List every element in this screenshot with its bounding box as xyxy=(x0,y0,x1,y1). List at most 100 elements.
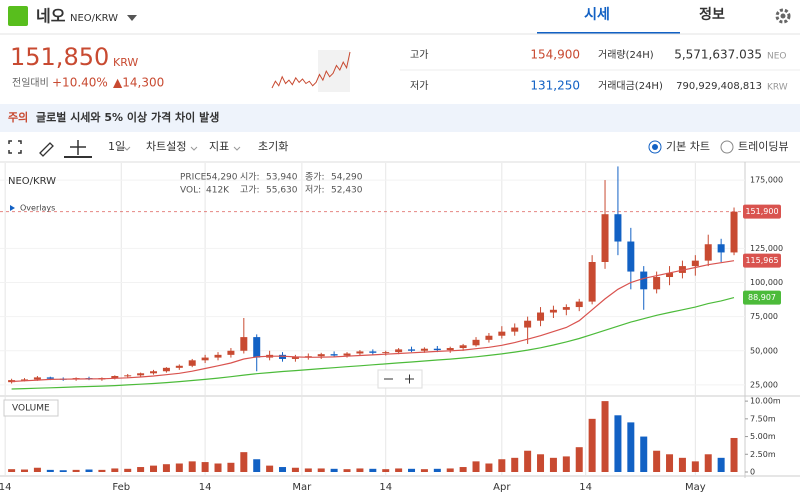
volume-bar xyxy=(124,468,132,472)
volume-label: VOLUME xyxy=(12,404,50,414)
currency: KRW xyxy=(113,56,138,69)
candle-body xyxy=(291,356,299,359)
volume-bar xyxy=(640,436,648,472)
stat-label: 고가 xyxy=(410,49,428,61)
price-tag-label: 115,965 xyxy=(745,256,778,265)
candle-body xyxy=(21,379,29,381)
price: 151,850 xyxy=(10,43,109,71)
volume-tick-label: 2.50m xyxy=(750,450,776,459)
info-value: 52,430 xyxy=(331,186,363,196)
candle-body xyxy=(150,371,158,374)
info-label: 시가: xyxy=(240,172,260,183)
stat-unit: KRW xyxy=(767,83,788,93)
notice-text: 글로벌 시세와 5% 이상 가격 차이 발생 xyxy=(36,110,219,124)
volume-tick-label: 10.00m xyxy=(750,397,781,406)
sparkline xyxy=(271,51,351,89)
candle-body xyxy=(485,335,493,340)
zoom-in[interactable] xyxy=(405,374,414,384)
candle-body xyxy=(678,266,686,273)
fullscreen-icon[interactable] xyxy=(8,140,22,154)
candle-body xyxy=(214,354,222,358)
candle-body xyxy=(227,350,235,355)
price-tag-label: 151,900 xyxy=(745,207,778,216)
chevrons xyxy=(123,146,241,151)
stat-value: 131,250 xyxy=(530,79,580,93)
tab-active[interactable]: 시세 xyxy=(584,7,610,23)
stat-label: 거래대금(24H) xyxy=(598,80,663,92)
volume-bar xyxy=(343,469,351,472)
volume-bar xyxy=(408,468,416,472)
volume-bar xyxy=(201,462,209,472)
volume-bar xyxy=(369,468,377,472)
x-tick-label: 14 xyxy=(199,482,212,493)
toolbar-item[interactable]: 지표 xyxy=(209,140,229,153)
x-tick-label: Apr xyxy=(493,482,511,493)
volume-bar xyxy=(588,418,596,472)
radio-off[interactable] xyxy=(720,140,734,154)
candle-body xyxy=(33,377,41,380)
crosshair-icon[interactable] xyxy=(70,140,86,155)
dropdown-arrow[interactable] xyxy=(127,15,137,21)
candle-body xyxy=(627,241,635,272)
volume-bar xyxy=(433,468,441,472)
price-tag xyxy=(743,204,781,219)
candle-body xyxy=(446,348,454,351)
overlays[interactable]: Overlays xyxy=(20,204,55,213)
candle-body xyxy=(317,354,325,357)
stat-value: 790,929,408,813 xyxy=(676,81,762,92)
info-value: 55,630 xyxy=(266,186,298,196)
volume-bar xyxy=(691,461,699,472)
volume-bar xyxy=(279,467,287,472)
candle-body xyxy=(46,377,54,379)
candle-body xyxy=(601,214,609,262)
volume-bar xyxy=(704,454,712,472)
change-rate: +10.40% xyxy=(52,76,108,90)
volume-bar xyxy=(266,465,274,472)
volume-bar xyxy=(214,463,222,472)
overlay-arrow[interactable] xyxy=(10,205,15,211)
volume-bar xyxy=(356,468,364,472)
chart-mode[interactable]: 기본 차트 xyxy=(666,140,710,153)
y-tick-label: 75,000 xyxy=(750,312,778,321)
candle-body xyxy=(356,351,364,354)
candle-body xyxy=(253,337,261,358)
candle-body xyxy=(162,367,170,372)
price-tag-label: 88,907 xyxy=(748,293,776,302)
volume-bar xyxy=(472,461,480,472)
info-value: 54,290 xyxy=(331,173,363,183)
radio-on[interactable] xyxy=(648,140,662,154)
candle-body xyxy=(201,357,209,361)
volume-bar xyxy=(162,464,170,472)
volume-bar xyxy=(524,450,532,472)
coin-icon xyxy=(8,6,28,26)
sparkline-line xyxy=(271,51,351,89)
volume-bar xyxy=(21,469,29,472)
candle-body xyxy=(498,331,506,336)
candle-body xyxy=(640,271,648,290)
tab[interactable]: 정보 xyxy=(699,6,725,23)
volume-bar xyxy=(537,454,545,472)
volume-bar xyxy=(717,457,725,472)
interval[interactable]: 1일 xyxy=(108,139,125,153)
chart-mode[interactable]: 트레이딩뷰 xyxy=(738,140,789,153)
candle-body xyxy=(420,348,428,351)
candle-body xyxy=(459,345,467,349)
volume-tick-label: 0 xyxy=(750,468,755,477)
y-tick-label: 50,000 xyxy=(750,346,778,355)
volume-bar xyxy=(330,468,338,472)
x-tick-label: Feb xyxy=(112,482,130,493)
info-label: 종가: xyxy=(305,172,325,183)
volume-bar xyxy=(653,450,661,472)
volume-bar xyxy=(446,468,454,472)
toolbar-item[interactable]: 초기화 xyxy=(258,140,288,153)
draw-icon[interactable] xyxy=(39,142,54,157)
y-tick-label: 25,000 xyxy=(750,380,778,389)
stat-label: 거래량(24H) xyxy=(598,49,654,61)
settings-icon[interactable] xyxy=(775,8,791,24)
info-value: 53,940 xyxy=(266,173,298,183)
toolbar-item[interactable]: 차트설정 xyxy=(146,140,186,153)
volume-bar xyxy=(601,401,609,472)
volume-bar xyxy=(498,459,506,472)
candle-body xyxy=(730,211,738,253)
volume-label-box xyxy=(3,399,59,417)
